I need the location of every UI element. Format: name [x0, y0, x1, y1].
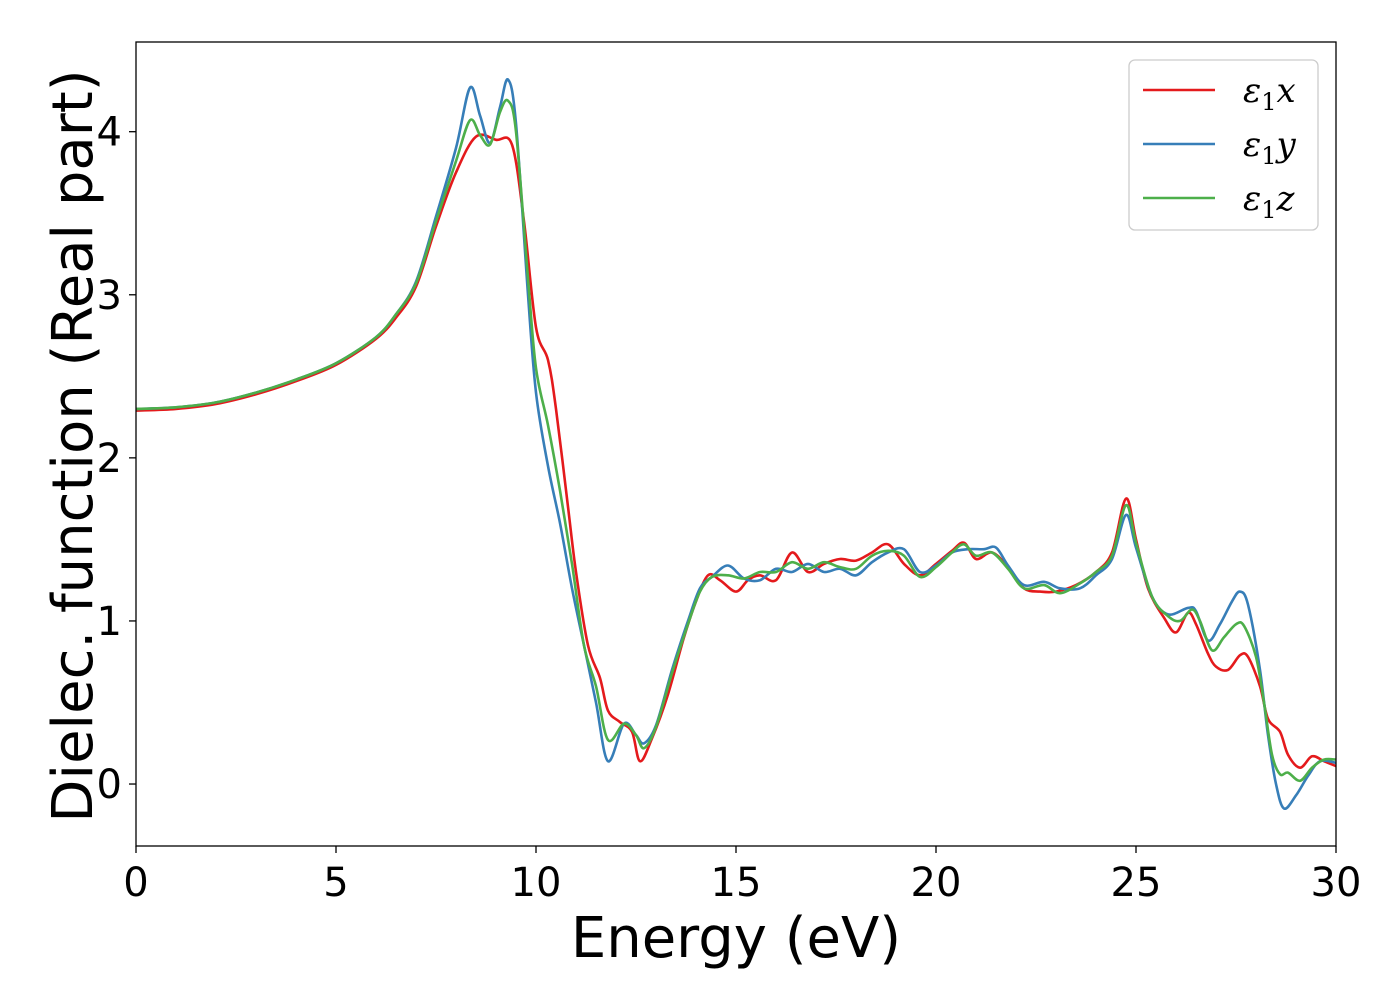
series-line-z: [136, 98, 1336, 783]
y-axis-title: Dielec. function (Real part): [41, 69, 106, 822]
x-tick-label: 5: [323, 860, 348, 906]
series-lines: [136, 78, 1336, 810]
x-tick-label: 15: [711, 860, 762, 906]
y-tick-label: 3: [97, 273, 122, 319]
x-tick-label: 10: [511, 860, 562, 906]
x-tick-label: 30: [1311, 860, 1362, 906]
x-tick-label: 25: [1111, 860, 1162, 906]
y-tick-label: 4: [97, 110, 122, 156]
y-axis: 0 1 2 3 4: [97, 110, 136, 808]
legend-label: ε1z: [1243, 179, 1296, 224]
legend-item-z: ε1z: [1143, 179, 1296, 224]
y-tick-label: 2: [97, 436, 122, 482]
legend-item-y: ε1y: [1143, 125, 1297, 170]
x-tick-label: 0: [123, 860, 148, 906]
legend: ε1x ε1y ε1z: [1128, 59, 1319, 231]
x-axis: 0 5 10 15 20 25 30: [123, 846, 1361, 906]
legend-box: [1128, 59, 1319, 231]
legend-label: ε1x: [1243, 71, 1296, 116]
y-tick-label: 1: [97, 599, 122, 645]
x-axis-title: Energy (eV): [571, 906, 901, 971]
legend-label: ε1y: [1243, 125, 1297, 170]
y-tick-label: 0: [97, 762, 122, 808]
legend-item-x: ε1x: [1143, 71, 1296, 116]
x-tick-label: 20: [911, 860, 962, 906]
